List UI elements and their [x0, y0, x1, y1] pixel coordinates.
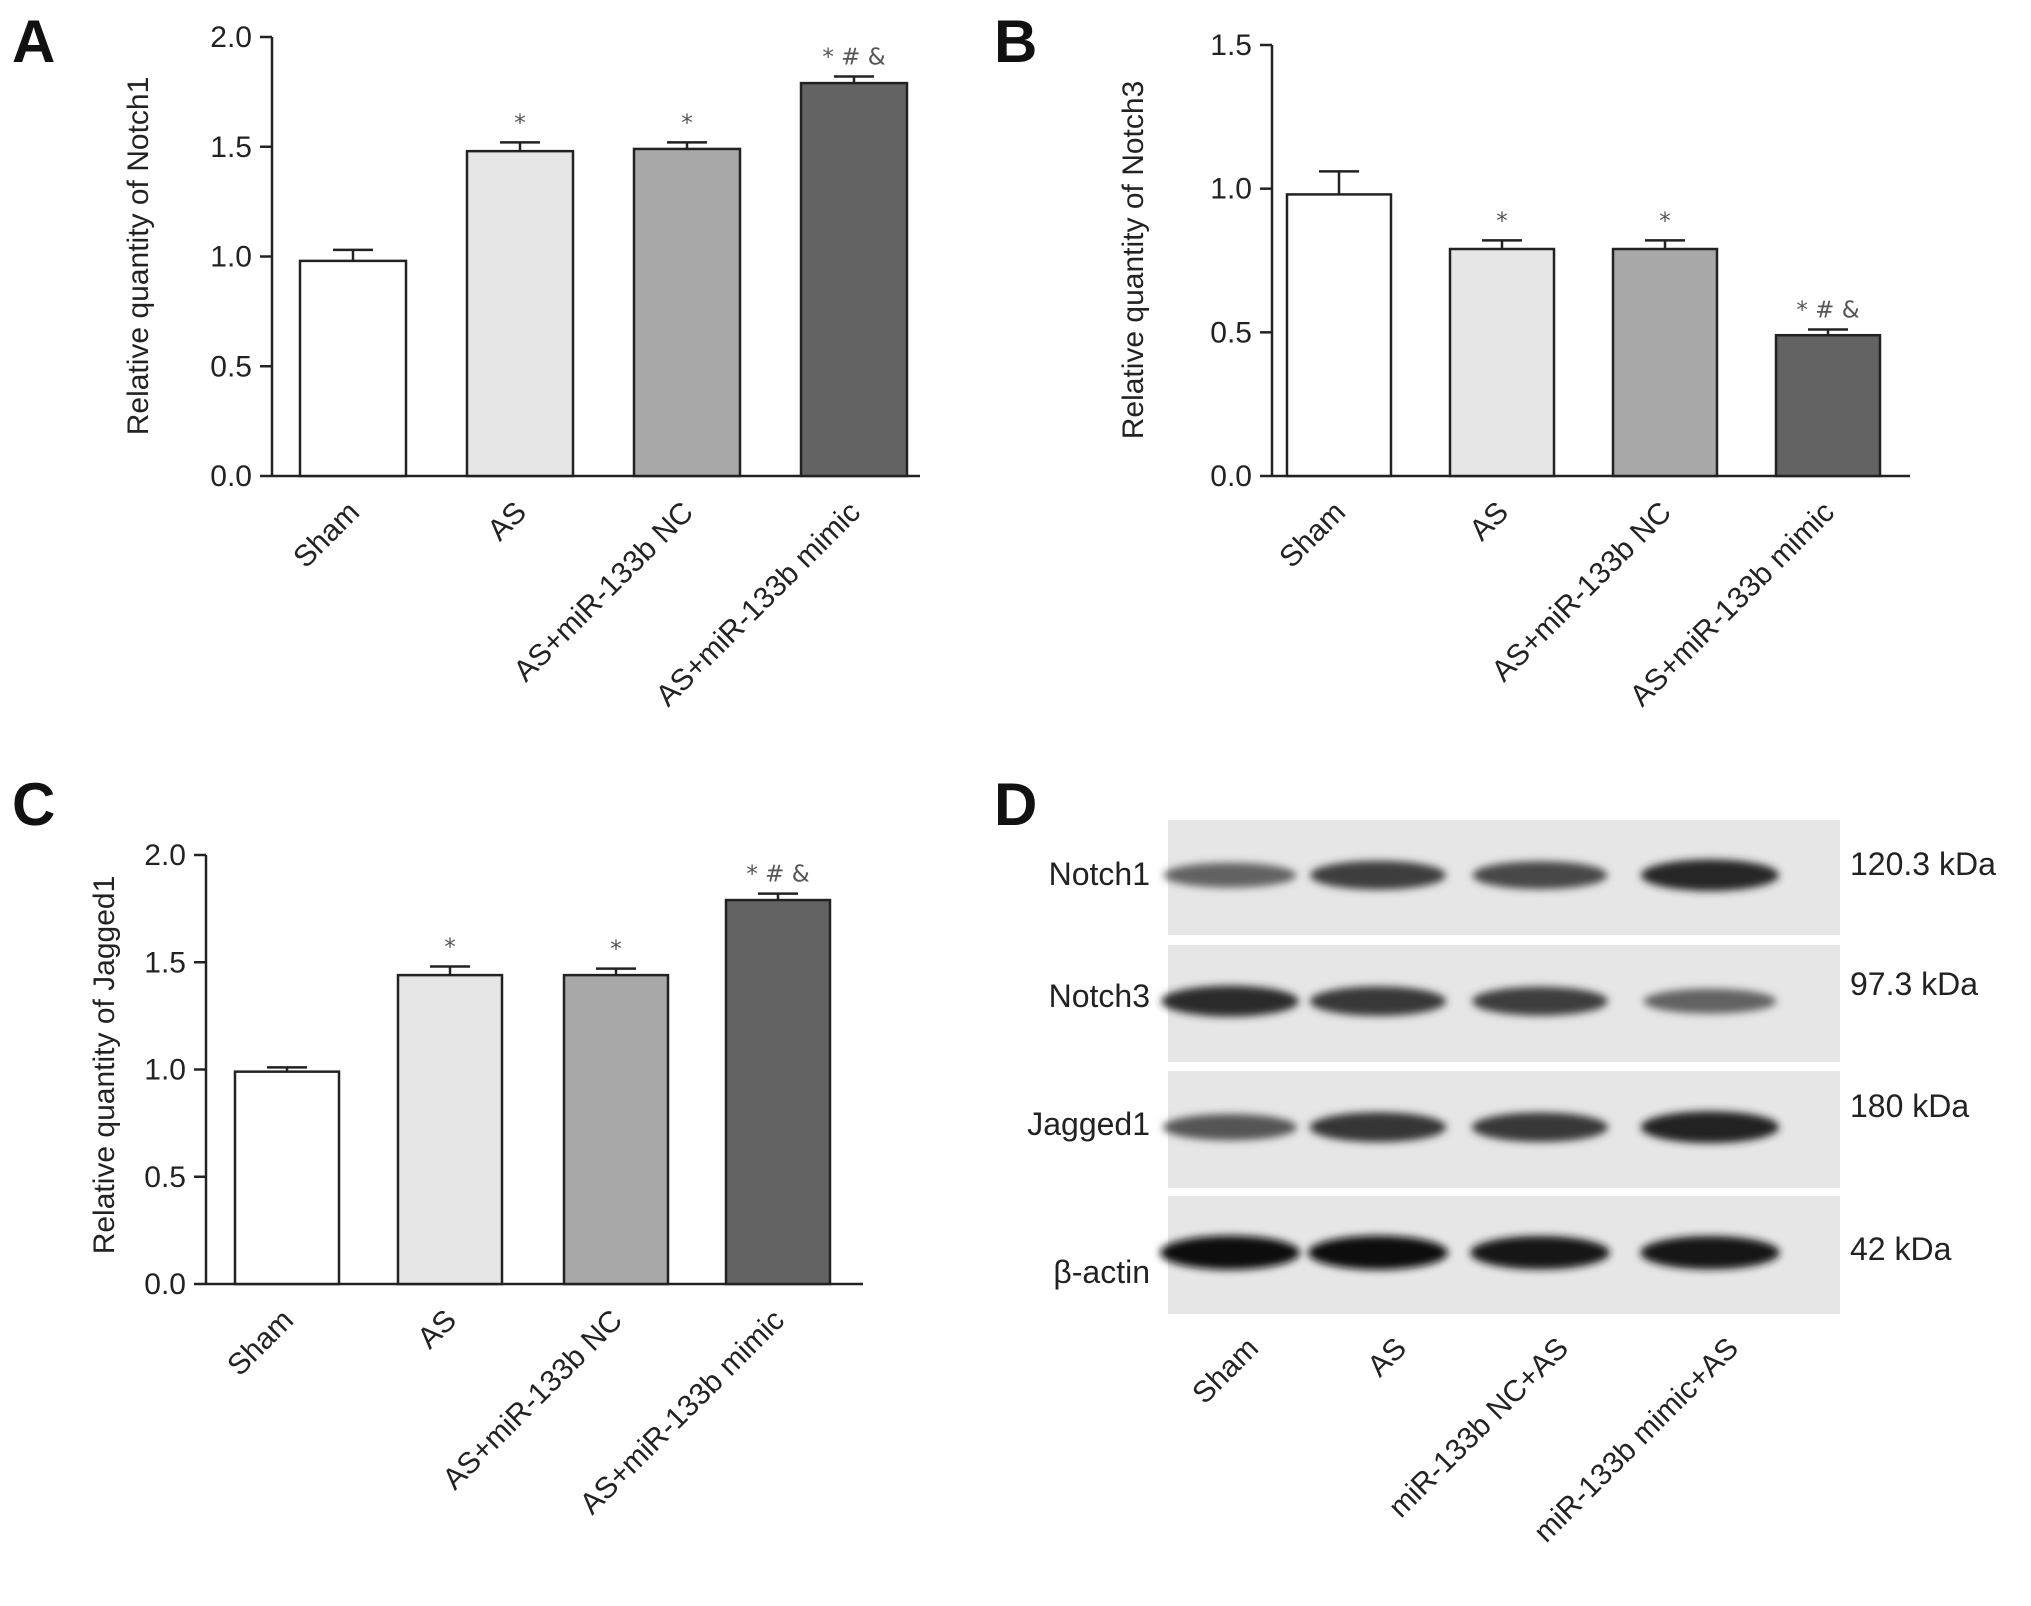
- bar-2: [632, 147, 742, 478]
- y-tick-label: 0.0: [1210, 460, 1252, 493]
- blot-band: [1309, 986, 1447, 1016]
- blot-band: [1310, 860, 1446, 890]
- bar-1: [396, 973, 504, 1286]
- blot-size-label: 180 kDa: [1850, 1088, 1969, 1124]
- bar-2: [1611, 247, 1719, 478]
- category-label: Sham: [1273, 496, 1352, 575]
- significance-label: * # &: [746, 862, 809, 888]
- bar-1: [465, 149, 575, 478]
- panel-letter: D: [994, 771, 1037, 838]
- y-axis-label: Relative quantity of Jagged1: [88, 876, 121, 1255]
- blot-band: [1163, 1113, 1297, 1141]
- significance-label: *: [1496, 208, 1508, 234]
- y-axis-label: Relative quantity of Notch3: [1117, 81, 1150, 440]
- y-tick-label: 0.0: [210, 460, 252, 493]
- blot-band: [1640, 1235, 1780, 1270]
- y-tick-label: 2.0: [210, 21, 252, 54]
- blot-band: [1640, 859, 1780, 891]
- significance-label: *: [514, 110, 526, 136]
- y-tick-label: 0.5: [144, 1161, 186, 1194]
- significance-label: *: [1659, 208, 1671, 234]
- panel-letter: C: [12, 771, 55, 838]
- bar-1: [1448, 247, 1556, 478]
- y-tick-label: 1.5: [1210, 29, 1252, 62]
- panel-letter: A: [12, 8, 55, 75]
- y-tick-label: 1.5: [144, 946, 186, 979]
- panel-letter: B: [994, 8, 1037, 75]
- western-blot-panel: D Notch1 120.3 kDa Notch3 97.3 kDa Jagged1 180…: [994, 771, 1996, 1549]
- blot-band: [1163, 862, 1297, 888]
- blot-size-label: 120.3 kDa: [1850, 846, 1996, 882]
- y-tick-label: 0.5: [210, 350, 252, 383]
- category-label: AS+miR-133b NC: [436, 1304, 629, 1497]
- bar-3: [799, 81, 909, 478]
- significance-label: *: [444, 935, 456, 961]
- blot-size-label: 42 kDa: [1850, 1231, 1952, 1267]
- chart-panel-b: B 0.0 0.5 1.0 1.5 Relative quantity of Notch3…: [994, 8, 1910, 713]
- y-axis-label: Relative quantity of Notch1: [122, 77, 155, 436]
- category-label: AS: [1463, 496, 1515, 548]
- blot-band: [1161, 985, 1299, 1017]
- blot-band: [1308, 1235, 1448, 1270]
- significance-label: *: [610, 937, 622, 963]
- blot-band: [1643, 988, 1777, 1014]
- blot-band: [1472, 986, 1608, 1016]
- y-tick-label: 1.0: [210, 241, 252, 274]
- bar-3: [724, 898, 832, 1286]
- blot-band: [1471, 1112, 1609, 1142]
- bar-2: [562, 973, 670, 1286]
- blot-band: [1640, 1111, 1780, 1144]
- y-tick-label: 1.5: [210, 131, 252, 164]
- blot-protein-label: Jagged1: [1027, 1106, 1150, 1142]
- bar-3: [1774, 333, 1882, 478]
- blot-protein-label: Notch3: [1049, 978, 1150, 1014]
- significance-label: * # &: [822, 45, 885, 71]
- blot-band: [1472, 861, 1608, 890]
- category-label: AS: [411, 1304, 463, 1356]
- bar-0: [298, 259, 408, 478]
- blot-lane-label: miR-133b NC+AS: [1382, 1332, 1575, 1525]
- blot-lane-label: AS: [1361, 1332, 1413, 1384]
- blot-protein-label: β-actin: [1053, 1254, 1150, 1290]
- y-tick-label: 1.0: [1210, 173, 1252, 206]
- y-tick-label: 2.0: [144, 839, 186, 872]
- category-label: AS+miR-133b NC: [1485, 496, 1678, 689]
- category-label: Sham: [221, 1304, 300, 1383]
- blot-lane-label: Sham: [1186, 1332, 1265, 1411]
- y-tick-label: 0.0: [144, 1268, 186, 1301]
- bar-0: [1285, 193, 1393, 478]
- category-label: Sham: [287, 496, 366, 575]
- blot-band: [1470, 1235, 1610, 1270]
- significance-label: * # &: [1796, 297, 1859, 323]
- y-tick-label: 0.5: [1210, 316, 1252, 349]
- blot-band: [1309, 1112, 1447, 1143]
- blot-protein-label: Notch1: [1049, 856, 1150, 892]
- significance-label: *: [681, 110, 693, 136]
- chart-panel-c: C 0.0 0.5 1.0 1.5 2.0 Relative quantity of Jag…: [12, 771, 863, 1521]
- blot-size-label: 97.3 kDa: [1850, 966, 1978, 1002]
- chart-panel-a: A 0.0 0.5 1.0 1.5 2.0 Relative quantity of Not…: [12, 8, 920, 713]
- category-label: AS+miR-133b NC: [507, 496, 700, 689]
- blot-band: [1160, 1235, 1300, 1270]
- y-tick-label: 1.0: [144, 1054, 186, 1087]
- category-label: AS: [481, 496, 533, 548]
- bar-0: [233, 1070, 341, 1286]
